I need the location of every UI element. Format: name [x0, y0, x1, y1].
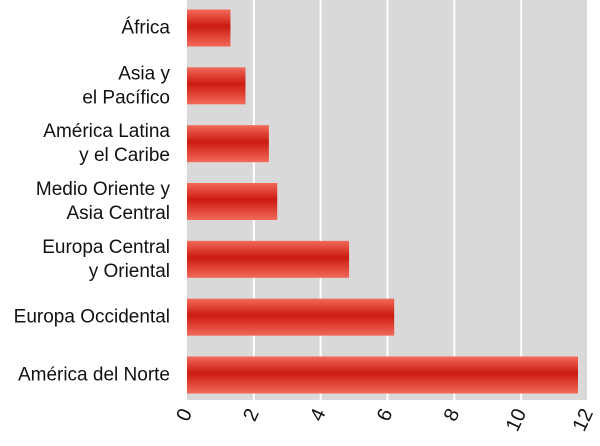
category-label-0-line-0: África — [121, 18, 170, 39]
x-tick-label-2: 2 — [239, 405, 264, 424]
x-tick-labels: 0 2 4 6 8 10 12 — [172, 405, 598, 434]
category-label-1-line-0: Asia y — [118, 63, 170, 84]
bar-6 — [187, 356, 578, 394]
category-label-3-line-1: Asia Central — [67, 203, 171, 224]
x-tick-label-6: 6 — [373, 405, 398, 424]
bar-0 — [187, 9, 231, 47]
bar-5 — [187, 298, 395, 336]
category-labels: África Asia y el Pacífico América Latina y e… — [14, 18, 171, 386]
gridlines — [252, 0, 589, 400]
x-tick-label-4: 4 — [306, 405, 331, 424]
category-label-5-line-0: Europa Occidental — [14, 307, 170, 328]
bar-3 — [187, 183, 278, 220]
bar-1 — [187, 67, 246, 105]
x-tick-label-10: 10 — [502, 405, 531, 434]
category-label-2-line-0: América Latina — [43, 121, 170, 142]
category-label-3-line-0: Medio Oriente y — [36, 179, 171, 200]
bar-2 — [187, 125, 269, 163]
category-label-6-line-0: América del Norte — [18, 365, 170, 386]
category-label-2-line-1: y el Caribe — [79, 145, 170, 166]
x-tick-label-0: 0 — [172, 405, 197, 424]
category-label-4-line-1: y Oriental — [89, 261, 170, 282]
category-label-4-line-0: Europa Central — [42, 237, 170, 258]
bars — [187, 9, 578, 394]
bar-4 — [187, 240, 350, 278]
x-tick-label-8: 8 — [440, 405, 465, 424]
category-label-1-line-1: el Pacífico — [82, 87, 170, 108]
x-tick-label-12: 12 — [569, 405, 598, 434]
